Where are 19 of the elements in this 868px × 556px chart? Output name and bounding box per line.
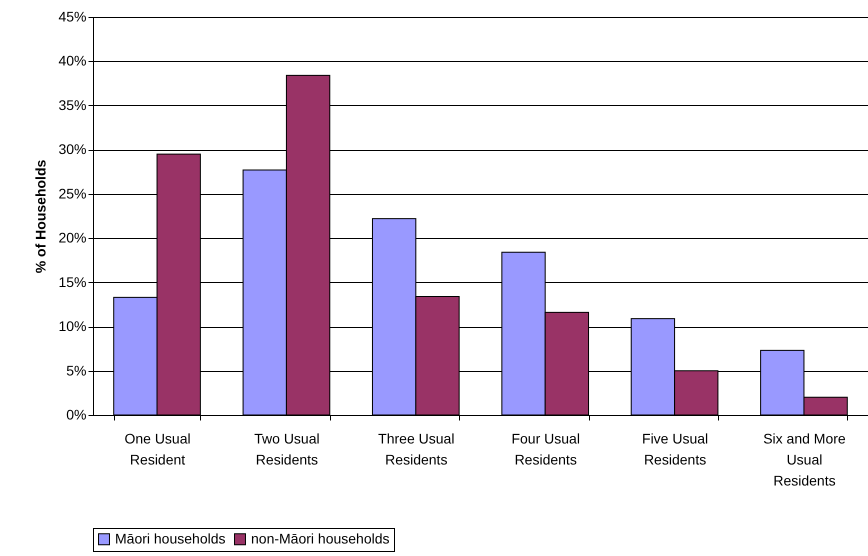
y-tick-label: 15% xyxy=(58,274,86,290)
y-tick-label: 30% xyxy=(58,141,86,158)
y-tick-label: 45% xyxy=(58,8,86,24)
y-tick-label: 10% xyxy=(58,318,86,334)
legend-label: Māori households xyxy=(115,530,226,546)
x-tick-label: Six and More Usual Residents xyxy=(763,430,846,488)
y-tick-label: 0% xyxy=(66,406,86,422)
legend-label: non-Māori households xyxy=(251,530,390,546)
x-tick-label: Three Usual Residents xyxy=(378,430,454,468)
y-tick-label: 20% xyxy=(58,230,86,246)
y-axis-title: % of Households xyxy=(32,160,48,274)
y-tick-label: 40% xyxy=(58,52,86,69)
x-tick-label: Two Usual Residents xyxy=(254,430,320,468)
y-tick-label: 35% xyxy=(58,96,86,113)
y-tick-label: 5% xyxy=(66,362,86,378)
y-tick-label: 25% xyxy=(58,185,86,202)
x-tick-label: One Usual Resident xyxy=(124,430,191,468)
x-tick-label: Five Usual Residents xyxy=(642,430,708,468)
x-tick-label: Four Usual Residents xyxy=(511,430,580,468)
